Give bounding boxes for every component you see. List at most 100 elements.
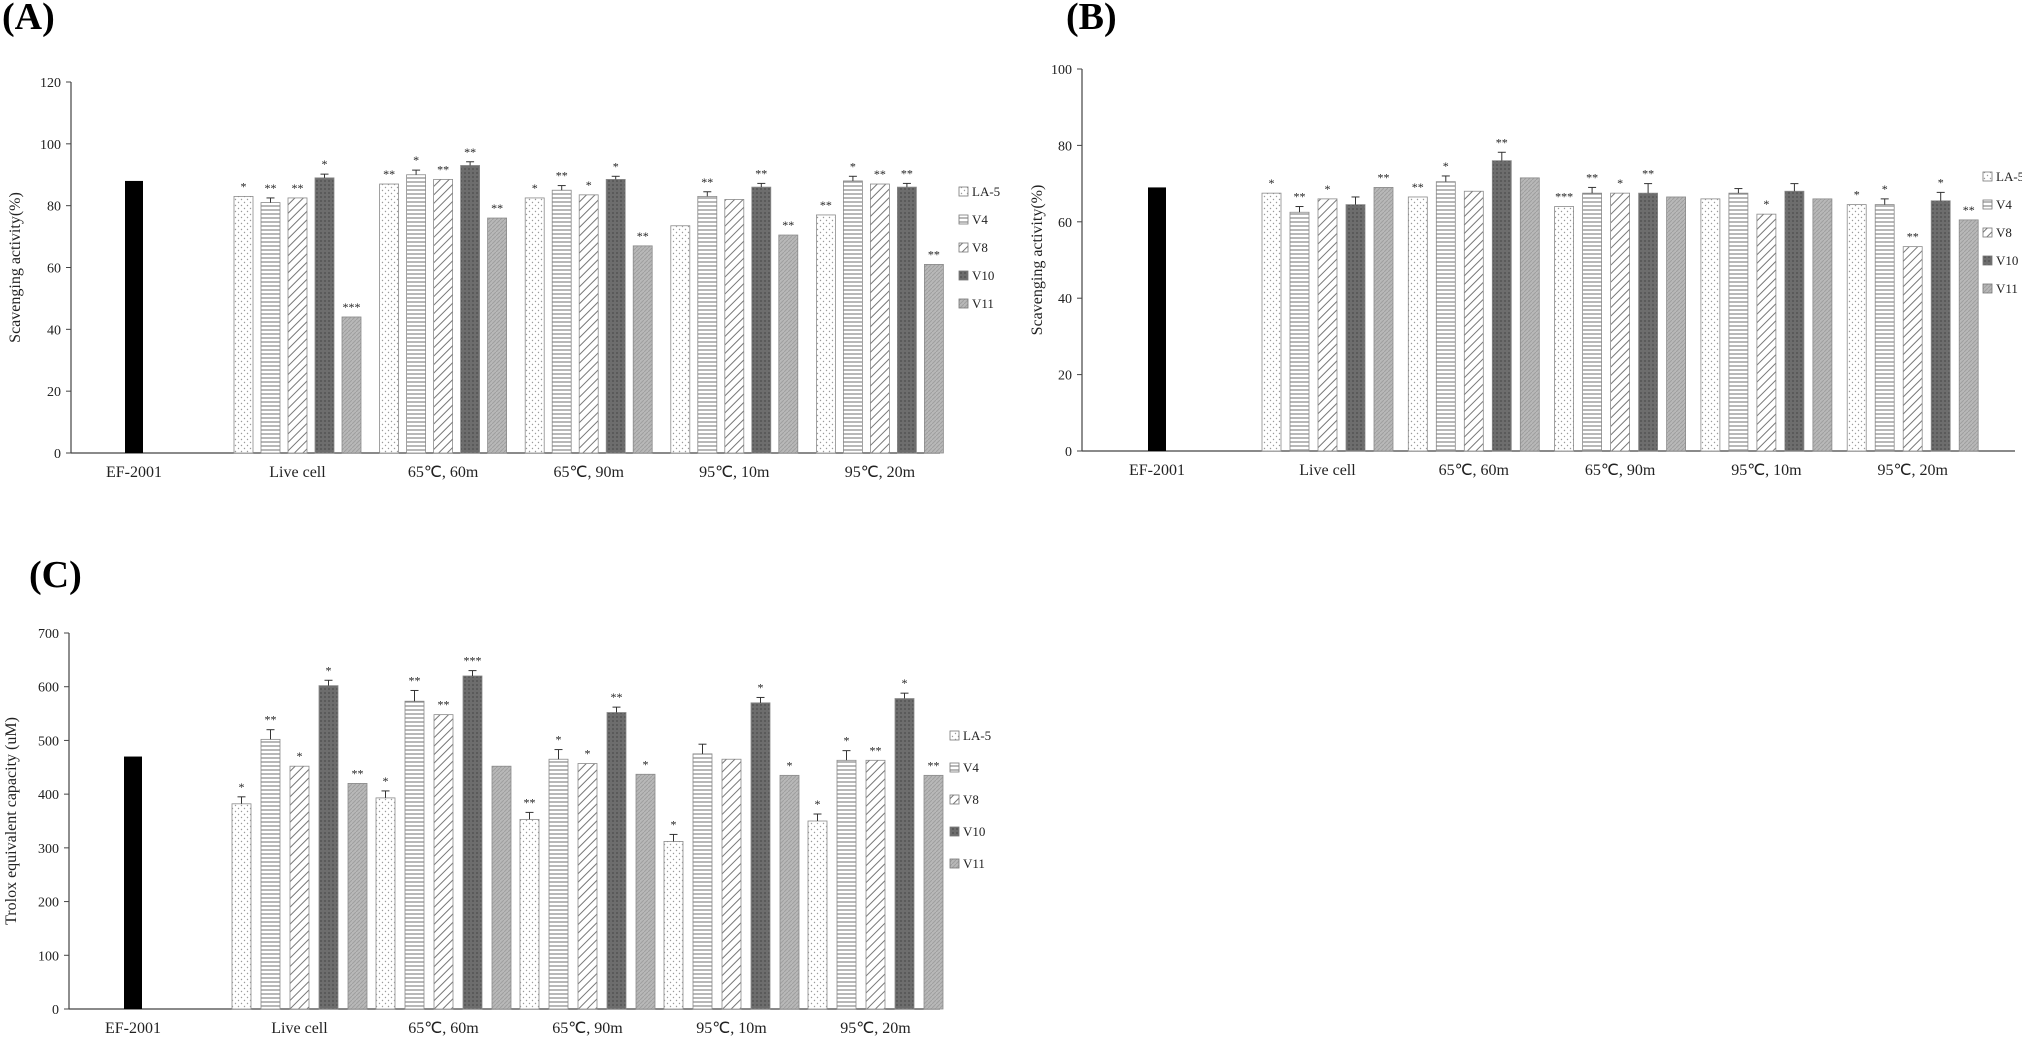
bar-la-5 xyxy=(1846,204,1867,452)
legend-swatch xyxy=(949,826,960,837)
bar-v11 xyxy=(779,774,800,1010)
x-tick-label: 95℃, 20m xyxy=(845,464,916,481)
bar-la-5 xyxy=(663,841,684,1010)
bar-v4 xyxy=(1728,192,1749,452)
bar-v8 xyxy=(433,714,454,1010)
legend-label: V11 xyxy=(1996,281,2018,296)
legend-label: V8 xyxy=(972,240,988,255)
bar-v11 xyxy=(1373,187,1394,452)
significance-label: * xyxy=(1617,176,1623,190)
y-tick-label: 500 xyxy=(38,734,59,749)
bar-v4 xyxy=(1435,181,1456,452)
y-axis-label: Scavenging activity(%) xyxy=(7,192,24,343)
y-tick-label: 60 xyxy=(1058,216,1072,231)
significance-label: ** xyxy=(901,166,913,180)
significance-label: * xyxy=(1938,175,1944,189)
bar-v8 xyxy=(721,758,742,1010)
x-tick-label: 65℃, 90m xyxy=(1585,462,1656,479)
bar-v4 xyxy=(260,738,281,1010)
bar-v10 xyxy=(1638,192,1658,452)
bar-v10 xyxy=(1930,200,1951,452)
bar-v4 xyxy=(406,174,427,454)
bar-v10 xyxy=(462,675,483,1010)
significance-label: * xyxy=(1882,182,1888,196)
significance-label: * xyxy=(850,159,856,173)
significance-label: ** xyxy=(874,167,886,181)
significance-label: ** xyxy=(1294,190,1306,204)
legend-label: LA-5 xyxy=(972,184,1000,199)
legend-swatch xyxy=(949,762,960,773)
legend-label: V10 xyxy=(1996,253,2018,268)
bar-la-5 xyxy=(1407,196,1428,452)
x-tick-label: 95℃, 10m xyxy=(696,1020,767,1037)
legend-swatch xyxy=(958,186,969,197)
bar-v11 xyxy=(1666,196,1686,452)
y-tick-label: 20 xyxy=(47,385,61,400)
bar-la-5 xyxy=(519,818,540,1010)
significance-label: *** xyxy=(464,654,482,668)
y-tick-label: 0 xyxy=(1065,445,1072,460)
significance-label: *** xyxy=(343,300,361,314)
legend-swatch xyxy=(1982,171,1993,182)
y-tick-label: 40 xyxy=(1058,292,1072,307)
significance-label: * xyxy=(1443,159,1449,173)
bar-v10 xyxy=(1491,160,1512,452)
significance-label: ** xyxy=(383,167,395,181)
significance-label: * xyxy=(585,747,591,761)
x-tick-label: EF-2001 xyxy=(105,1020,161,1037)
bar-v4 xyxy=(404,700,425,1010)
bar-v4 xyxy=(843,180,863,454)
bar-la-5 xyxy=(816,214,836,454)
x-tick-label: Live cell xyxy=(271,1020,328,1037)
bar-la-5 xyxy=(1700,198,1721,452)
significance-label: ** xyxy=(611,690,623,704)
significance-label: * xyxy=(586,178,592,192)
bar-v10 xyxy=(606,712,627,1010)
y-tick-label: 20 xyxy=(1058,369,1072,384)
bar-v4 xyxy=(260,202,281,454)
bar-v8 xyxy=(1610,192,1630,452)
bar-v11 xyxy=(347,783,368,1010)
y-tick-label: 40 xyxy=(47,323,61,338)
panel-label-c: (C) xyxy=(29,554,82,596)
bar-v10 xyxy=(314,177,335,454)
bar-v11 xyxy=(1812,198,1833,452)
bar-v11 xyxy=(341,316,362,454)
significance-label: * xyxy=(1763,197,1769,211)
significance-label: * xyxy=(758,680,764,694)
significance-label: * xyxy=(844,734,850,748)
x-tick-label: Live cell xyxy=(1299,462,1356,479)
significance-label: * xyxy=(413,153,419,167)
significance-label: * xyxy=(383,774,389,788)
legend-swatch xyxy=(958,242,969,253)
x-tick-label: EF-2001 xyxy=(1129,462,1185,479)
bar-la-5 xyxy=(1554,206,1574,452)
significance-label: ** xyxy=(464,145,476,159)
bar-v8 xyxy=(578,194,599,454)
x-tick-label: 65℃, 90m xyxy=(553,464,624,481)
bar-v4 xyxy=(548,758,569,1010)
legend-label: V8 xyxy=(1996,225,2012,240)
significance-label: ** xyxy=(928,758,940,772)
bar-v10 xyxy=(1345,204,1366,452)
significance-label: ** xyxy=(1907,230,1919,244)
bar-v4 xyxy=(1289,211,1310,452)
legend-swatch xyxy=(958,298,969,309)
bar-v8 xyxy=(724,199,745,454)
bar-v8 xyxy=(1756,213,1777,452)
significance-label: ** xyxy=(1963,203,1975,217)
bar-v4 xyxy=(551,189,572,454)
significance-label: ** xyxy=(265,713,277,727)
bar-v11 xyxy=(924,264,944,454)
significance-label: * xyxy=(241,179,247,193)
significance-label: ** xyxy=(409,673,421,687)
y-tick-label: 100 xyxy=(1051,63,1072,78)
bar-v8 xyxy=(289,765,310,1010)
bar-la-5 xyxy=(670,225,691,454)
significance-label: ** xyxy=(637,229,649,243)
legend-label: V4 xyxy=(1996,197,2012,212)
y-tick-label: 80 xyxy=(47,200,61,215)
y-tick-label: 100 xyxy=(40,138,61,153)
significance-label: * xyxy=(532,181,538,195)
